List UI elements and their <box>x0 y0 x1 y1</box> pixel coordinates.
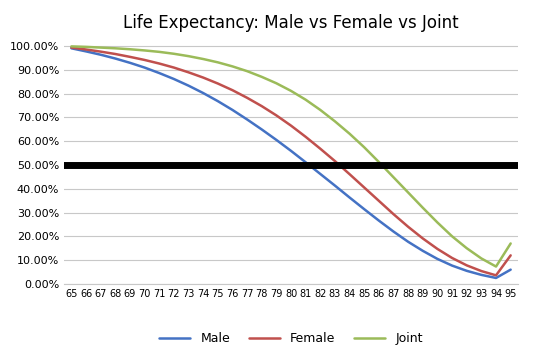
Male <box>156 71 162 75</box>
Joint <box>464 246 470 250</box>
Male <box>229 108 235 112</box>
Male <box>347 195 353 200</box>
Male <box>390 229 397 234</box>
Female <box>478 269 484 273</box>
Female <box>332 159 338 163</box>
Female <box>390 212 397 216</box>
Female <box>142 58 148 62</box>
Female <box>185 70 192 75</box>
Joint <box>347 131 353 136</box>
Joint <box>390 175 397 179</box>
Female <box>449 256 456 260</box>
Joint <box>185 54 192 58</box>
Joint <box>171 52 177 56</box>
Joint <box>302 98 309 102</box>
Female <box>229 88 235 92</box>
Male <box>449 264 456 268</box>
Male <box>83 49 89 54</box>
Male <box>493 276 499 280</box>
Male <box>420 249 426 253</box>
Joint <box>127 47 133 51</box>
Line: Female: Female <box>72 48 511 275</box>
Joint <box>229 64 235 68</box>
Line: Joint: Joint <box>72 46 511 266</box>
Joint <box>449 234 456 238</box>
Male <box>112 56 119 61</box>
Joint <box>156 50 162 54</box>
Joint <box>376 160 382 164</box>
Male <box>405 240 411 244</box>
Male <box>273 138 280 142</box>
Male <box>244 117 250 122</box>
Male <box>302 160 309 165</box>
Male <box>361 207 367 211</box>
Male <box>288 149 294 153</box>
Joint <box>273 81 280 86</box>
Joint <box>405 190 411 195</box>
Female <box>83 47 89 52</box>
Female <box>98 50 104 54</box>
Female <box>507 253 514 258</box>
Title: Life Expectancy: Male vs Female vs Joint: Life Expectancy: Male vs Female vs Joint <box>123 14 459 32</box>
Joint <box>434 220 441 225</box>
Female <box>156 62 162 66</box>
Female <box>493 273 499 277</box>
Female <box>464 263 470 268</box>
Joint <box>112 46 119 51</box>
Joint <box>200 57 206 61</box>
Joint <box>142 48 148 53</box>
Female <box>171 66 177 70</box>
Female <box>273 113 280 118</box>
Male <box>171 77 177 81</box>
Joint <box>332 119 338 123</box>
Joint <box>478 256 484 261</box>
Female <box>68 46 75 50</box>
Female <box>405 225 411 229</box>
Female <box>361 185 367 190</box>
Joint <box>288 89 294 93</box>
Female <box>434 247 441 251</box>
Joint <box>493 264 499 269</box>
Female <box>376 199 382 203</box>
Male <box>332 183 338 188</box>
Male <box>507 268 514 272</box>
Female <box>420 236 426 241</box>
Male <box>215 99 221 103</box>
Female <box>317 147 324 151</box>
Female <box>244 96 250 100</box>
Male <box>258 127 265 132</box>
Female <box>215 81 221 86</box>
Joint <box>244 69 250 73</box>
Joint <box>317 108 324 112</box>
Female <box>112 52 119 56</box>
Joint <box>507 241 514 246</box>
Male <box>185 83 192 88</box>
Male <box>478 273 484 277</box>
Line: Male: Male <box>72 48 511 278</box>
Male <box>68 46 75 51</box>
Female <box>288 123 294 128</box>
Joint <box>420 206 426 210</box>
Legend: Male, Female, Joint: Male, Female, Joint <box>154 327 428 350</box>
Male <box>376 218 382 223</box>
Female <box>127 55 133 59</box>
Female <box>200 75 206 80</box>
Male <box>434 257 441 261</box>
Female <box>302 135 309 139</box>
Joint <box>68 44 75 48</box>
Joint <box>361 145 367 150</box>
Male <box>200 91 206 95</box>
Male <box>464 269 470 273</box>
Joint <box>215 60 221 64</box>
Female <box>347 172 353 177</box>
Female <box>258 104 265 108</box>
Male <box>142 66 148 70</box>
Male <box>127 61 133 65</box>
Joint <box>258 75 265 79</box>
Joint <box>83 45 89 49</box>
Male <box>98 52 104 57</box>
Joint <box>98 46 104 50</box>
Male <box>317 172 324 176</box>
